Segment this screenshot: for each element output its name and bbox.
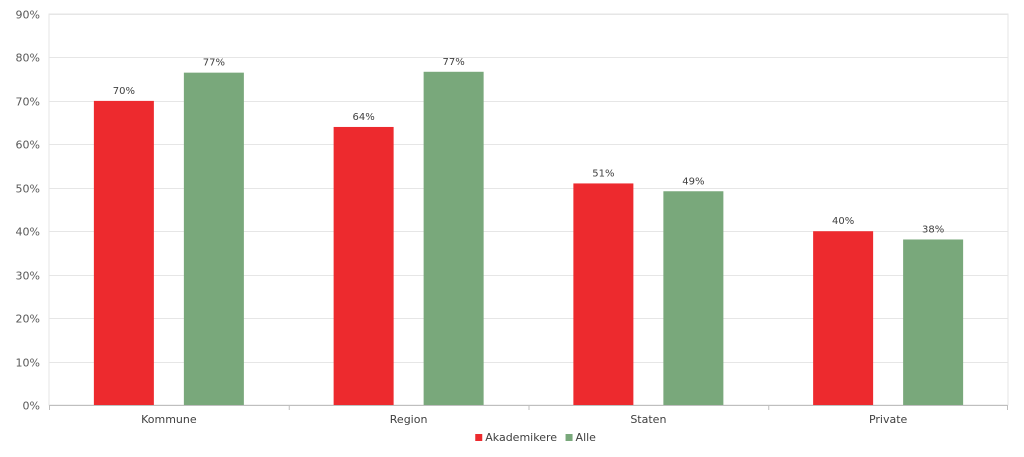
y-axis-ticks: 0% 10% 20% 30% 40% 50% 60% 70% 80% 90% <box>16 9 40 413</box>
legend-item: Alle <box>565 431 597 444</box>
legend-label: Alle <box>576 431 597 444</box>
y-tick-label: 80% <box>16 52 40 65</box>
y-tick-label: 90% <box>16 9 40 22</box>
bar <box>93 100 154 405</box>
x-tick-label: Kommune <box>141 413 197 426</box>
y-tick-label: 50% <box>16 183 40 196</box>
legend: Akademikere Alle <box>475 431 596 444</box>
data-label: 70% <box>113 86 135 97</box>
bar <box>903 239 964 405</box>
y-tick-label: 20% <box>16 313 40 326</box>
x-tick-label: Private <box>869 413 908 426</box>
x-axis-ticks: Kommune Region Staten Private <box>49 405 1008 426</box>
y-tick-label: 60% <box>16 139 40 152</box>
legend-label: Akademikere <box>485 431 557 444</box>
bars <box>93 71 964 406</box>
bar <box>663 191 724 405</box>
y-tick-label: 30% <box>16 270 40 283</box>
data-label: 64% <box>353 112 375 123</box>
y-tick-label: 70% <box>16 96 40 109</box>
legend-item: Akademikere <box>475 431 557 444</box>
y-tick-label: 0% <box>23 400 40 413</box>
x-tick-label: Staten <box>630 413 666 426</box>
bar <box>813 231 874 405</box>
data-label: 51% <box>592 168 614 179</box>
data-label: 40% <box>832 216 854 227</box>
bar <box>333 126 394 405</box>
bar <box>423 71 484 405</box>
bar <box>573 183 634 405</box>
legend-swatch <box>565 434 573 441</box>
y-tick-label: 40% <box>16 226 40 239</box>
data-label: 77% <box>443 57 465 68</box>
data-label: 38% <box>922 224 944 235</box>
bar <box>183 72 244 406</box>
x-tick-label: Region <box>390 413 428 426</box>
legend-swatch <box>475 434 483 441</box>
data-label: 77% <box>203 58 225 69</box>
data-labels: 70% 77% 64% 77% 51% 49% 40% 38% <box>113 57 944 236</box>
y-tick-label: 10% <box>16 357 40 370</box>
data-label: 49% <box>682 176 704 187</box>
